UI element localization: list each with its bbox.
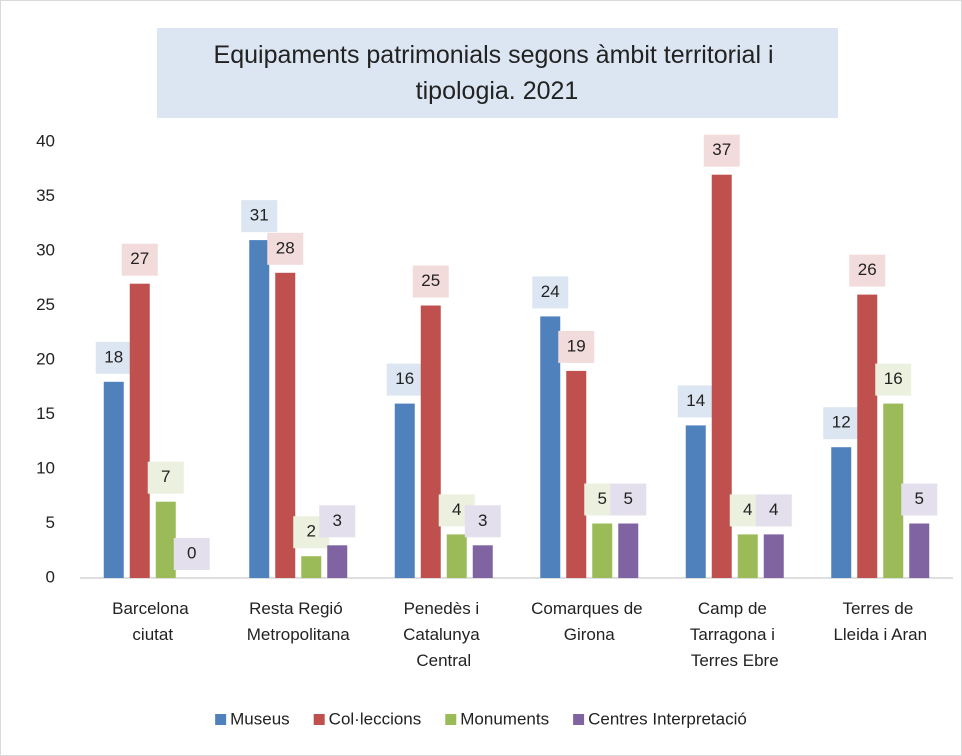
data-label: 3 xyxy=(478,511,487,530)
data-label: 26 xyxy=(858,260,877,279)
bar xyxy=(420,305,441,578)
data-label: 25 xyxy=(421,271,440,290)
data-label-box xyxy=(147,461,184,494)
data-label-box xyxy=(558,330,595,363)
data-label: 19 xyxy=(567,336,586,355)
data-label: 37 xyxy=(712,140,731,159)
data-label-box xyxy=(849,254,886,287)
data-label: 4 xyxy=(743,500,752,519)
legend-label: Centres Interpretació xyxy=(588,709,747,728)
data-label: 4 xyxy=(452,500,461,519)
data-label: 14 xyxy=(686,391,705,410)
title-box xyxy=(157,28,838,118)
data-label-box xyxy=(464,505,501,538)
bar xyxy=(446,534,467,578)
chart-title: Equipaments patrimonials segons àmbit te… xyxy=(214,41,781,105)
y-tick-label: 20 xyxy=(36,349,55,368)
data-label-box xyxy=(319,505,356,538)
data-label-box xyxy=(267,232,304,265)
bar xyxy=(831,447,852,578)
data-label: 2 xyxy=(307,522,316,541)
data-label-box xyxy=(875,363,912,396)
data-label: 12 xyxy=(832,413,851,432)
data-label: 7 xyxy=(161,467,170,486)
data-label: 31 xyxy=(250,206,269,225)
bar xyxy=(249,240,270,578)
bar xyxy=(711,174,732,578)
bar xyxy=(155,501,176,578)
data-label: 4 xyxy=(769,500,778,519)
data-label-box xyxy=(241,200,278,233)
y-tick-label: 25 xyxy=(36,295,55,314)
x-tick-label: Camp de Tarragona i Terres Ebre xyxy=(690,599,780,670)
bar xyxy=(129,283,150,578)
bar xyxy=(909,523,930,578)
legend-swatch xyxy=(573,714,585,725)
data-label: 0 xyxy=(187,543,196,562)
data-label-box xyxy=(755,494,792,527)
data-label: 5 xyxy=(598,489,607,508)
y-tick-label: 15 xyxy=(36,404,55,423)
data-label-box xyxy=(95,341,132,374)
data-label: 16 xyxy=(884,369,903,388)
data-label-box xyxy=(610,483,647,516)
data-label-box xyxy=(412,265,449,298)
data-label-box xyxy=(173,538,210,570)
x-tick-label: Barcelona ciutat xyxy=(112,599,193,644)
data-label: 24 xyxy=(541,282,560,301)
legend-swatch xyxy=(313,714,325,725)
bar xyxy=(301,556,322,578)
legend-swatch xyxy=(445,714,457,725)
data-label: 28 xyxy=(276,238,295,257)
bar xyxy=(103,381,124,578)
bar xyxy=(685,425,706,578)
y-tick-label: 5 xyxy=(46,513,55,532)
data-label: 18 xyxy=(104,347,123,366)
bar xyxy=(737,534,758,578)
y-tick-label: 0 xyxy=(46,567,55,586)
data-label-box xyxy=(386,363,423,396)
data-label: 5 xyxy=(915,489,924,508)
x-tick-label: Terres de Lleida i Aran xyxy=(833,599,927,644)
bar xyxy=(883,403,904,578)
bar xyxy=(540,316,561,578)
legend-swatch xyxy=(215,714,227,725)
y-tick-label: 40 xyxy=(36,131,55,150)
data-label: 27 xyxy=(130,249,149,268)
data-label-box xyxy=(121,243,158,276)
data-label: 5 xyxy=(624,489,633,508)
data-label-box xyxy=(703,134,740,167)
x-tick-label: Comarques de Girona xyxy=(531,599,647,644)
y-tick-label: 35 xyxy=(36,186,55,205)
bar xyxy=(394,403,415,578)
data-label-box xyxy=(677,385,714,418)
data-label: 16 xyxy=(395,369,414,388)
bar xyxy=(472,545,493,578)
bar xyxy=(327,545,348,578)
legend-label: Col·leccions xyxy=(329,709,422,728)
bar xyxy=(592,523,613,578)
data-label: 3 xyxy=(333,511,342,530)
data-label-box xyxy=(532,276,569,309)
bar xyxy=(566,370,587,578)
bar xyxy=(857,294,878,578)
y-tick-label: 10 xyxy=(36,458,55,477)
data-label-box xyxy=(823,407,860,440)
bar xyxy=(763,534,784,578)
legend-label: Museus xyxy=(230,709,290,728)
bar xyxy=(618,523,639,578)
legend-label: Monuments xyxy=(460,709,549,728)
y-tick-label: 30 xyxy=(36,240,55,259)
bar xyxy=(275,272,296,578)
x-tick-label: Resta Regió Metropolitana xyxy=(247,599,351,644)
data-label-box xyxy=(901,483,938,516)
x-tick-label: Penedès i Catalunya Central xyxy=(403,599,484,670)
